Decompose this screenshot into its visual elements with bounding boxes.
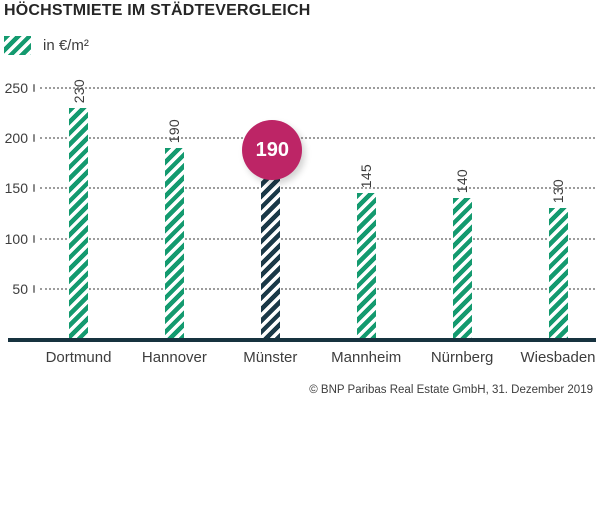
bar-wiesbaden [548,208,568,339]
gridline [40,137,595,140]
bar-mannheim [356,193,376,339]
y-axis-tick-mark [33,234,35,243]
y-axis-tick-label: 200 [4,130,28,147]
x-axis-label: Hannover [141,349,207,366]
bar-hannover [164,148,184,339]
x-axis-label: Nürnberg [430,349,494,366]
y-axis-tick-mark [33,134,35,143]
bar-dortmund [69,108,88,339]
y-axis-tick-mark [33,84,35,92]
y-axis-tick-label: 150 [4,180,28,197]
y-axis-tick-mark [33,284,35,293]
copyright-note: © BNP Paribas Real Estate GmbH, 31. Deze… [309,384,593,396]
hatch-swatch-icon [4,36,31,55]
gridline [40,87,595,89]
x-axis-label: Münster [243,349,298,366]
bar-value-label: 130 [550,179,566,204]
x-axis-label: Dortmund [45,349,112,366]
bar-nrnberg [452,198,472,339]
bar-value-label: 190 [166,118,183,144]
y-axis-tick-label: 100 [4,230,28,247]
gridline [40,287,595,290]
chart-title: HÖCHSTMIETE IM STÄDTEVERGLEICH [4,2,311,19]
bar-value-label: 145 [358,164,375,189]
bar-value-label: 140 [454,169,471,194]
y-axis-tick-mark [33,184,35,193]
highlight-badge-value: 190 [255,138,289,161]
bar-value-label: 230 [70,78,87,104]
y-axis-tick-label: 50 [12,280,28,297]
legend-label: in €/m² [43,37,89,54]
x-axis-line [8,338,596,342]
gridline [40,237,595,240]
x-axis-label: Wiesbaden [520,349,596,366]
gridline [40,187,595,190]
highlight-badge: 190 [242,120,303,180]
y-axis-tick-label: 250 [4,80,28,96]
x-axis-label: Mannheim [331,349,402,366]
legend: in €/m² [4,36,89,55]
bar-mnster [260,148,280,339]
